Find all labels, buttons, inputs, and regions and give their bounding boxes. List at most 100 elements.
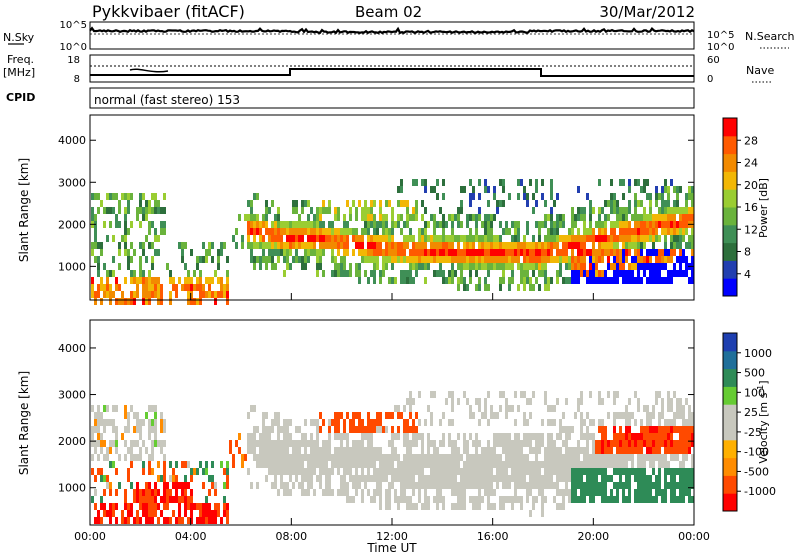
echo-cell xyxy=(460,249,463,256)
echo-cell xyxy=(571,270,574,277)
echo-cell xyxy=(592,496,595,503)
echo-cell xyxy=(502,179,505,186)
echo-cell xyxy=(619,214,622,221)
colorbar-tick-label: 1000 xyxy=(744,347,772,360)
echo-cell xyxy=(628,426,631,433)
echo-cell xyxy=(616,263,619,270)
echo-cell xyxy=(106,482,109,489)
echo-cell xyxy=(151,454,154,461)
echo-cell xyxy=(559,468,562,475)
echo-cell xyxy=(643,256,646,263)
echo-cell xyxy=(553,454,556,461)
echo-cell xyxy=(631,214,634,221)
echo-cell xyxy=(661,263,664,270)
echo-cell xyxy=(631,440,634,447)
echo-cell xyxy=(265,214,268,221)
echo-cell xyxy=(664,228,667,235)
echo-cell xyxy=(217,256,220,263)
echo-cell xyxy=(667,391,670,398)
echo-cell xyxy=(502,391,505,398)
echo-cell xyxy=(295,447,298,454)
echo-cell xyxy=(301,468,304,475)
echo-cell xyxy=(457,482,460,489)
echo-cell xyxy=(451,277,454,284)
echo-cell xyxy=(340,263,343,270)
echo-cell xyxy=(625,228,628,235)
echo-cell xyxy=(322,454,325,461)
echo-cell xyxy=(682,270,685,277)
echo-cell xyxy=(223,242,226,249)
echo-cell xyxy=(118,284,121,291)
echo-cell xyxy=(604,475,607,482)
echo-cell xyxy=(637,242,640,249)
echo-cell xyxy=(232,461,235,468)
echo-cell xyxy=(637,179,640,186)
echo-cell xyxy=(127,263,130,270)
echo-cell xyxy=(586,277,589,284)
echo-cell xyxy=(589,200,592,207)
noise-sky-line xyxy=(89,26,695,35)
echo-cell xyxy=(502,503,505,510)
echo-cell xyxy=(460,277,463,284)
echo-cell xyxy=(145,517,148,524)
echo-cell xyxy=(469,228,472,235)
echo-cell xyxy=(454,214,457,221)
echo-cell xyxy=(433,440,436,447)
echo-cell xyxy=(199,256,202,263)
echo-cell xyxy=(367,468,370,475)
echo-cell xyxy=(256,482,259,489)
echo-cell xyxy=(376,447,379,454)
echo-cell xyxy=(649,426,652,433)
echo-cell xyxy=(541,242,544,249)
echo-cell xyxy=(541,461,544,468)
echo-cell xyxy=(499,277,502,284)
echo-cell xyxy=(610,242,613,249)
echo-cell xyxy=(691,475,694,482)
echo-cell xyxy=(664,235,667,242)
echo-cell xyxy=(307,468,310,475)
echo-cell xyxy=(613,207,616,214)
echo-cell xyxy=(604,235,607,242)
echo-cell xyxy=(262,221,265,228)
echo-cell xyxy=(688,475,691,482)
echo-cell xyxy=(490,263,493,270)
echo-cell xyxy=(457,214,460,221)
echo-cell xyxy=(364,207,367,214)
echo-cell xyxy=(268,426,271,433)
echo-cell xyxy=(658,419,661,426)
echo-cell xyxy=(175,284,178,291)
echo-cell xyxy=(484,284,487,291)
echo-cell xyxy=(634,263,637,270)
echo-cell xyxy=(175,461,178,468)
echo-cell xyxy=(496,256,499,263)
echo-cell xyxy=(499,468,502,475)
echo-cell xyxy=(373,419,376,426)
echo-cell xyxy=(523,468,526,475)
echo-cell xyxy=(652,440,655,447)
echo-cell xyxy=(334,256,337,263)
echo-cell xyxy=(454,256,457,263)
echo-cell xyxy=(373,461,376,468)
echo-cell xyxy=(499,440,502,447)
echo-cell xyxy=(406,468,409,475)
echo-cell xyxy=(517,461,520,468)
echo-cell xyxy=(685,433,688,440)
echo-cell xyxy=(601,440,604,447)
echo-cell xyxy=(451,235,454,242)
echo-cell xyxy=(406,454,409,461)
echo-cell xyxy=(277,221,280,228)
echo-cell xyxy=(514,228,517,235)
echo-cell xyxy=(655,263,658,270)
echo-cell xyxy=(94,426,97,433)
echo-cell xyxy=(691,249,694,256)
echo-cell xyxy=(145,510,148,517)
echo-cell xyxy=(688,207,691,214)
echo-cell xyxy=(157,200,160,207)
echo-cell xyxy=(511,270,514,277)
echo-cell xyxy=(97,419,100,426)
echo-cell xyxy=(616,249,619,256)
echo-cell xyxy=(682,482,685,489)
echo-cell xyxy=(685,214,688,221)
echo-cell xyxy=(208,510,211,517)
echo-cell xyxy=(328,426,331,433)
